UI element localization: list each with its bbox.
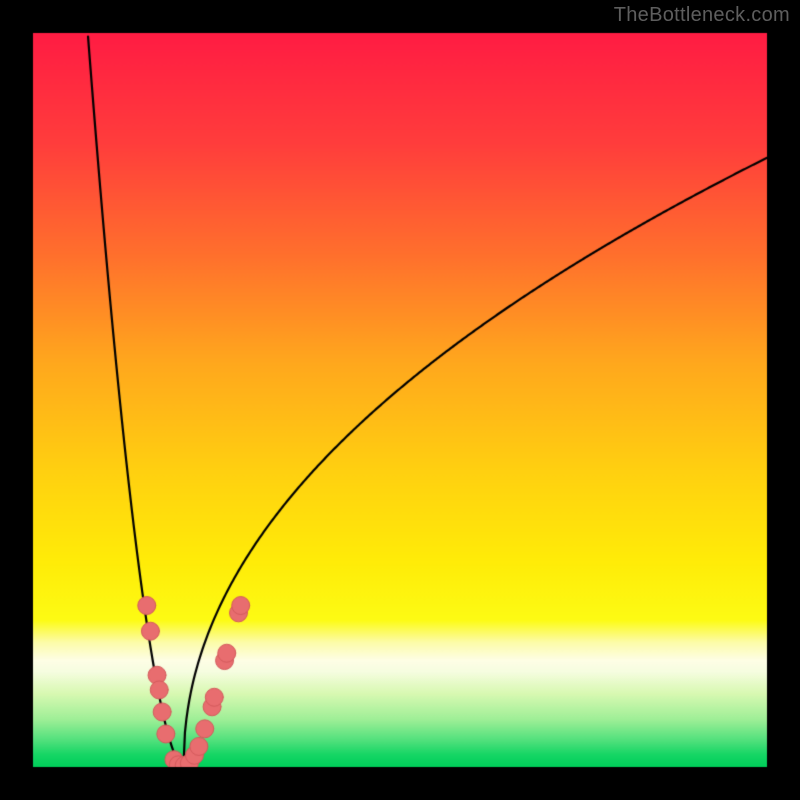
chart-root: TheBottleneck.com <box>0 0 800 800</box>
bottleneck-chart-canvas <box>0 0 800 800</box>
